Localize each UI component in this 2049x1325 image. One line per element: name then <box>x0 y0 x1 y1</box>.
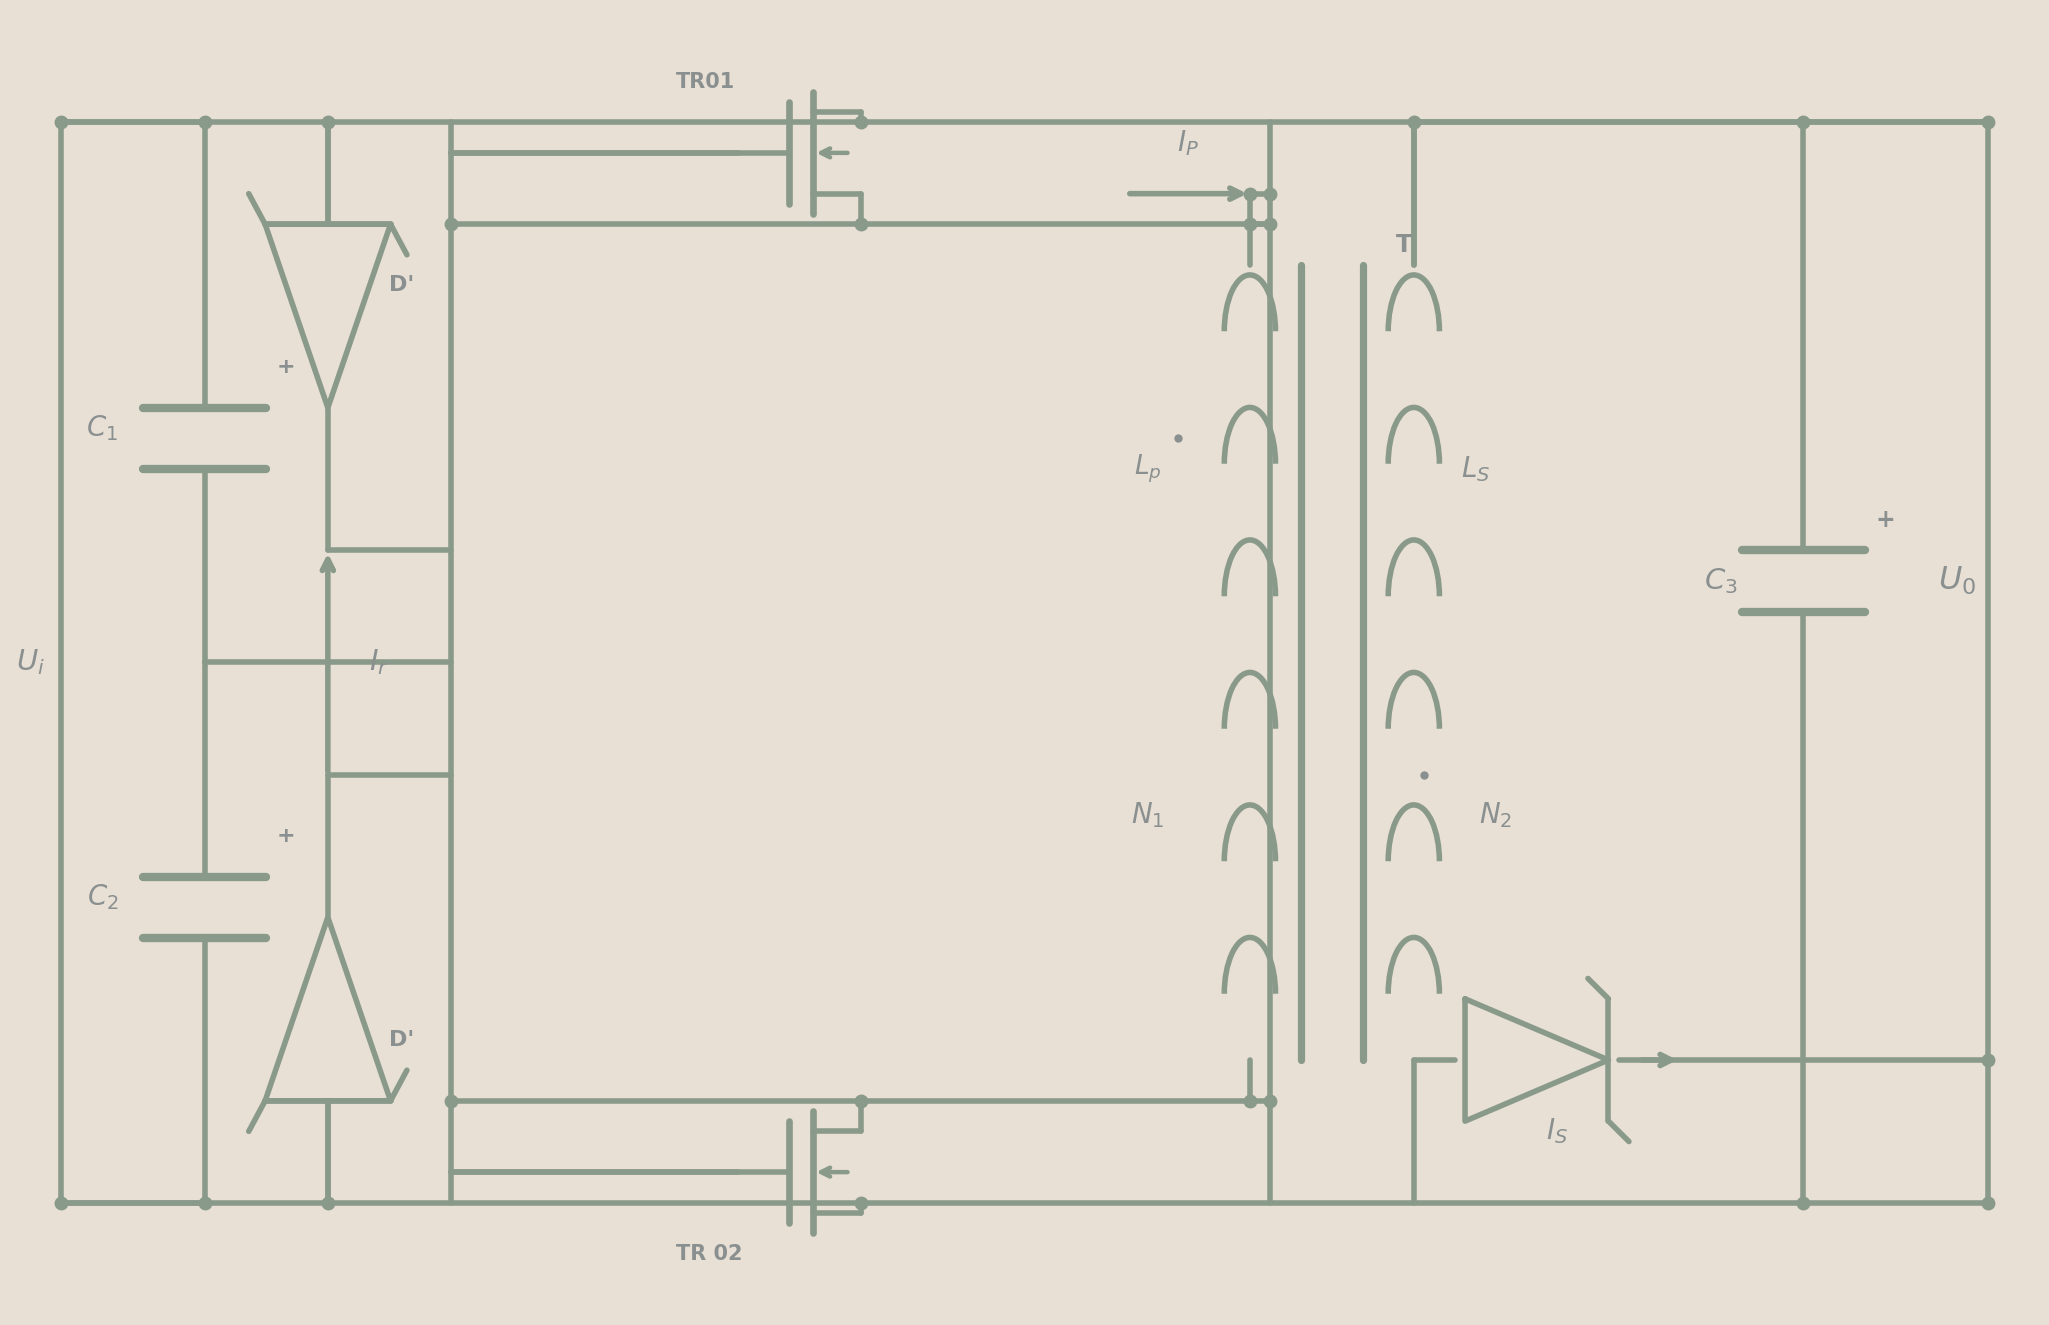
Text: $L_p$: $L_p$ <box>1133 453 1162 485</box>
Text: $N_2$: $N_2$ <box>1479 800 1512 831</box>
Text: $I_S$: $I_S$ <box>1547 1117 1567 1146</box>
Text: $L_S$: $L_S$ <box>1461 454 1490 484</box>
Text: T: T <box>1395 233 1412 257</box>
Text: +: + <box>1875 507 1895 531</box>
Text: $I_r$: $I_r$ <box>369 648 389 677</box>
Text: $I_P$: $I_P$ <box>1178 127 1199 158</box>
Text: $N_1$: $N_1$ <box>1131 800 1164 831</box>
Text: +: + <box>277 356 295 376</box>
Text: TR01: TR01 <box>676 72 736 91</box>
Text: D': D' <box>389 1030 414 1049</box>
Text: $C_1$: $C_1$ <box>86 413 119 443</box>
Text: $C_3$: $C_3$ <box>1705 566 1738 596</box>
Text: $U_0$: $U_0$ <box>1938 564 1975 598</box>
Text: $C_2$: $C_2$ <box>86 882 119 912</box>
Text: $U_i$: $U_i$ <box>16 648 45 677</box>
Text: +: + <box>277 825 295 845</box>
Text: D': D' <box>389 276 414 295</box>
Text: TR 02: TR 02 <box>676 1244 742 1264</box>
